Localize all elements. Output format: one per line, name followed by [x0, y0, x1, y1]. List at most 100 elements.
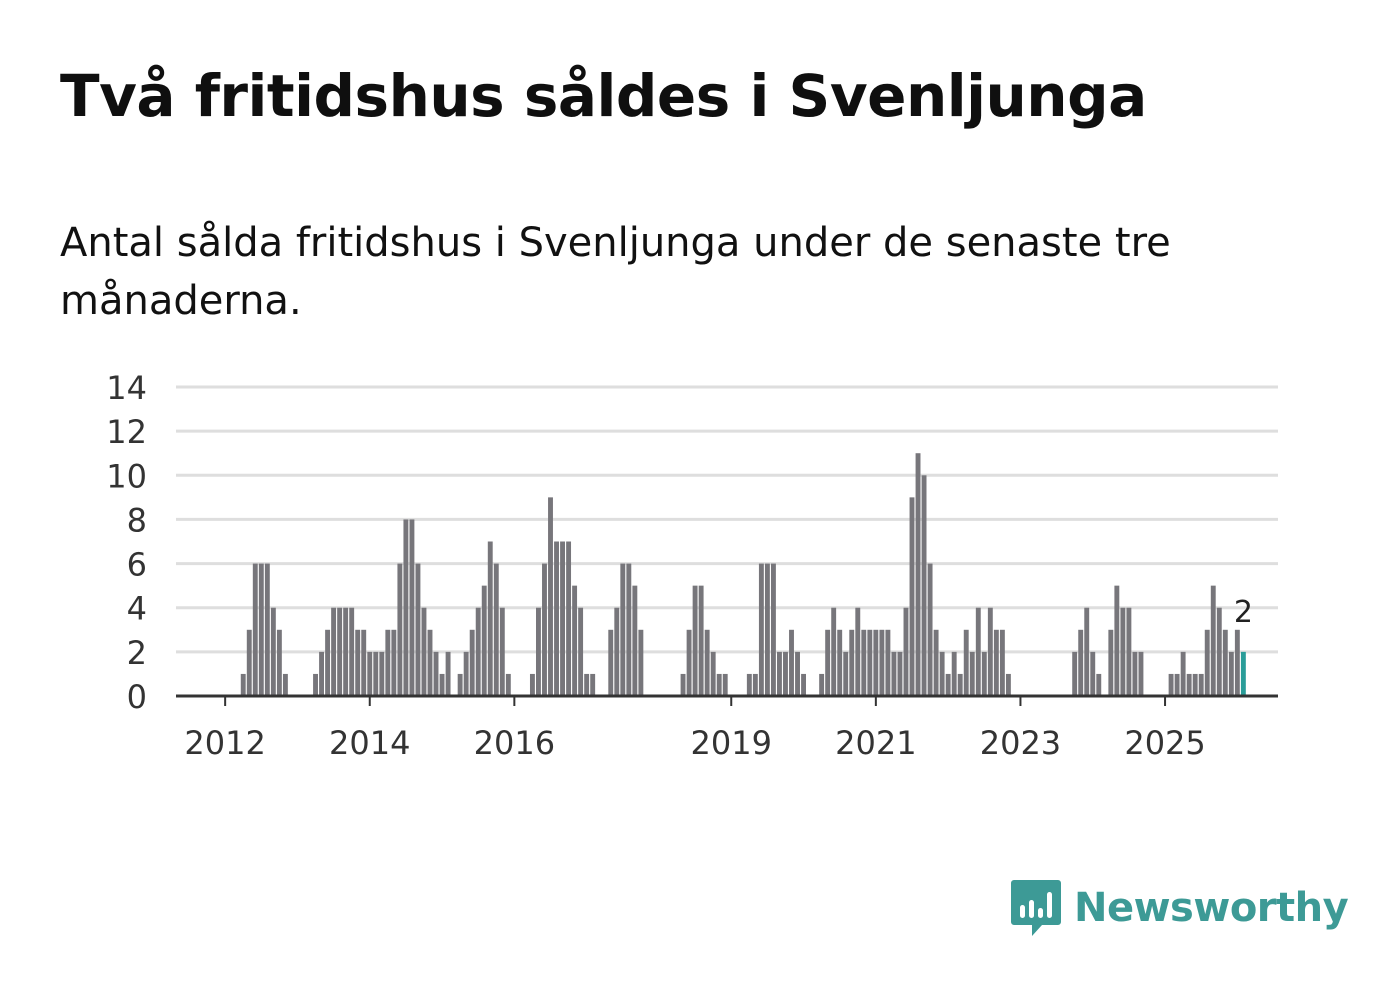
bar [1216, 607, 1222, 696]
bar [1228, 651, 1234, 696]
bar [987, 607, 993, 696]
bar [1192, 673, 1198, 696]
bar [837, 629, 843, 696]
bar [843, 651, 849, 696]
bar-chart: 0 2 4 6 8 10 12 14 2012 2014 2016 2019 2021 2023 2025… [106, 369, 1278, 762]
bar [1186, 673, 1192, 696]
bar [445, 651, 451, 696]
bar [548, 497, 553, 696]
bar [1174, 673, 1180, 696]
bar [427, 629, 433, 696]
bar [560, 541, 565, 696]
bar [764, 563, 770, 696]
bar [590, 673, 596, 696]
bar [415, 563, 421, 696]
bar [355, 629, 361, 696]
x-tick-label: 2016 [474, 724, 555, 762]
bar [1204, 629, 1210, 696]
bar [264, 563, 270, 696]
bar [1234, 629, 1240, 696]
bar [897, 651, 903, 696]
bar [487, 541, 493, 696]
bar [578, 607, 584, 696]
bar [903, 607, 909, 696]
x-tick-label: 2023 [980, 724, 1061, 762]
newsworthy-logo-icon [1011, 880, 1061, 936]
bar [789, 629, 794, 696]
x-tick-label: 2025 [1124, 724, 1205, 762]
bar [963, 629, 969, 696]
bar [638, 629, 644, 696]
bar [909, 497, 915, 696]
x-tick-label: 2021 [835, 724, 916, 762]
bar [1126, 607, 1132, 696]
bar [692, 585, 698, 696]
gridlines [176, 385, 1278, 654]
bar [710, 651, 716, 696]
y-tick-label: 10 [106, 457, 147, 495]
bars [240, 453, 1246, 696]
x-tick-label: 2014 [329, 724, 410, 762]
bar [686, 629, 692, 696]
bar [367, 651, 373, 696]
bar [246, 629, 252, 696]
bar [927, 563, 933, 696]
y-axis-ticks: 0 2 4 6 8 10 12 14 [106, 369, 147, 716]
bar [343, 607, 349, 696]
bar [1005, 673, 1011, 696]
bar [542, 563, 547, 696]
bar [499, 607, 505, 696]
bar [969, 651, 975, 696]
bar [861, 629, 867, 696]
bar [566, 541, 572, 696]
bar [1072, 651, 1078, 696]
bar [939, 651, 945, 696]
bar [975, 607, 981, 696]
newsworthy-logo: Newsworthy [1010, 878, 1349, 938]
bar [873, 629, 879, 696]
y-tick-label: 4 [127, 590, 147, 628]
bar [319, 651, 324, 696]
bar [391, 629, 397, 696]
bar [385, 629, 391, 696]
bar [337, 607, 343, 696]
bar [481, 585, 487, 696]
bar [1114, 585, 1120, 696]
bar [716, 673, 722, 696]
bar [1090, 651, 1096, 696]
bar [1180, 651, 1186, 696]
bar [777, 651, 782, 696]
bar [469, 629, 475, 696]
bar [1210, 585, 1216, 696]
bar [746, 673, 752, 696]
y-tick-label: 12 [106, 413, 147, 451]
bar [313, 673, 318, 696]
bar [1096, 673, 1102, 696]
chart-title: Två fritidshus såldes i Svenljunga [60, 62, 1147, 130]
bar [1120, 607, 1126, 696]
bar [493, 563, 499, 696]
chart-subtitle: Antal sålda fritidshus i Svenljunga unde… [60, 220, 1171, 324]
brand-name: Newsworthy [1074, 885, 1349, 931]
y-tick-label: 8 [127, 501, 147, 539]
bar [439, 673, 445, 696]
bar [1138, 651, 1144, 696]
y-tick-label: 0 [127, 678, 147, 716]
bar [722, 673, 728, 696]
bar [704, 629, 710, 696]
bar [361, 629, 367, 696]
bar [1168, 673, 1174, 696]
highlight-data-label: 2 [1234, 595, 1253, 630]
bar [933, 629, 939, 696]
data-labels: 2 [1234, 595, 1253, 630]
bar [252, 563, 258, 696]
bar-highlight [1240, 651, 1246, 696]
bar [1078, 629, 1084, 696]
bar [433, 651, 439, 696]
y-tick-label: 14 [106, 369, 147, 407]
bar [981, 651, 987, 696]
bar [282, 673, 288, 696]
bar [819, 673, 825, 696]
bar [276, 629, 282, 696]
bar [915, 453, 921, 696]
